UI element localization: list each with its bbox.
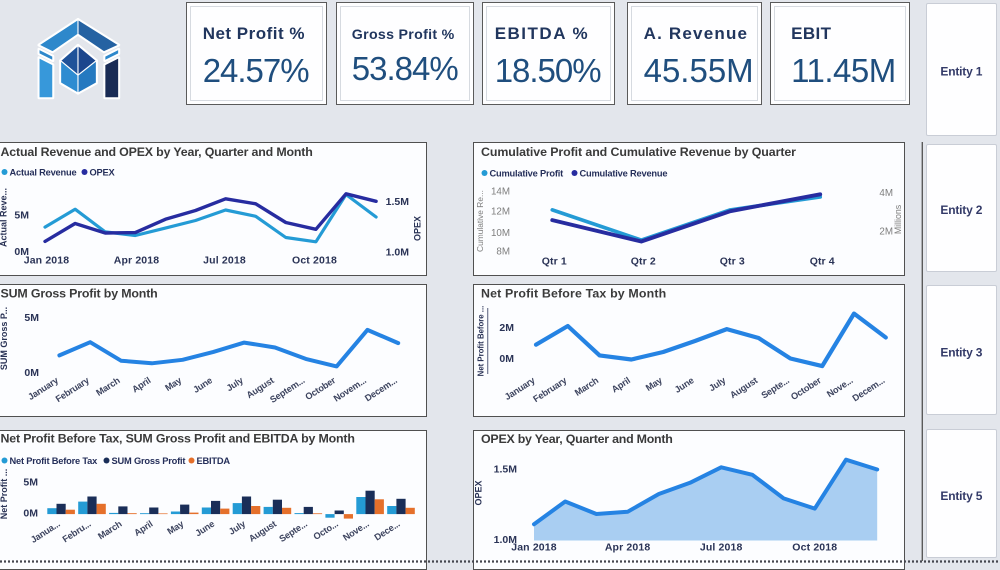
svg-text:April: April xyxy=(132,519,154,538)
svg-text:0M: 0M xyxy=(23,508,38,520)
svg-text:SUM Gross Profit: SUM Gross Profit xyxy=(112,456,186,466)
svg-text:1.0M: 1.0M xyxy=(386,246,410,258)
svg-text:Janua...: Janua... xyxy=(29,519,62,545)
svg-text:Jul 2018: Jul 2018 xyxy=(700,542,743,554)
svg-text:Jan 2018: Jan 2018 xyxy=(24,255,70,267)
svg-text:5M: 5M xyxy=(24,312,39,324)
svg-text:February: February xyxy=(54,375,92,405)
svg-text:14M: 14M xyxy=(491,187,510,198)
svg-text:Actual Revenue and OPEX by Yea: Actual Revenue and OPEX by Year, Quarter… xyxy=(1,145,313,159)
svg-text:Net Profit Before Tax, SUM Gro: Net Profit Before Tax, SUM Gross Profit … xyxy=(1,432,355,446)
svg-text:Septe...: Septe... xyxy=(759,375,791,400)
svg-text:12M: 12M xyxy=(491,207,510,218)
svg-text:1.5M: 1.5M xyxy=(386,196,410,208)
svg-text:2M: 2M xyxy=(499,322,514,334)
svg-text:Entity 1: Entity 1 xyxy=(940,65,982,79)
svg-text:Qtr 4: Qtr 4 xyxy=(810,255,835,267)
svg-text:June: June xyxy=(193,519,216,539)
svg-text:2M: 2M xyxy=(879,227,893,238)
svg-text:Entity 3: Entity 3 xyxy=(940,345,982,359)
svg-text:24.57%: 24.57% xyxy=(203,52,310,89)
svg-text:Millions: Millions xyxy=(893,204,903,234)
svg-text:May: May xyxy=(163,375,184,393)
svg-text:5M: 5M xyxy=(14,210,29,222)
svg-text:Cumulative Profit: Cumulative Profit xyxy=(490,169,564,179)
svg-text:Net Profit Before Tax: Net Profit Before Tax xyxy=(10,456,99,466)
svg-text:SUM Gross Profit by Month: SUM Gross Profit by Month xyxy=(1,287,158,301)
svg-text:45.55M: 45.55M xyxy=(644,52,754,89)
svg-text:10M: 10M xyxy=(491,228,510,239)
svg-text:Decem...: Decem... xyxy=(363,375,399,403)
svg-text:Decem...: Decem... xyxy=(851,375,887,403)
svg-text:Apr 2018: Apr 2018 xyxy=(114,255,160,267)
svg-text:0M: 0M xyxy=(14,246,29,258)
svg-text:Qtr 2: Qtr 2 xyxy=(631,255,656,267)
svg-text:Novem...: Novem... xyxy=(332,375,368,403)
svg-text:July: July xyxy=(225,375,246,394)
svg-text:Nove...: Nove... xyxy=(341,519,371,543)
svg-text:Cumulative Revenue: Cumulative Revenue xyxy=(580,169,668,179)
svg-text:Entity 2: Entity 2 xyxy=(940,203,982,217)
svg-text:March: March xyxy=(94,375,122,398)
svg-text:Gross Profit %: Gross Profit % xyxy=(352,27,455,43)
svg-text:11.45M: 11.45M xyxy=(791,52,896,89)
svg-text:Dece...: Dece... xyxy=(372,519,401,543)
svg-text:EBIT: EBIT xyxy=(791,24,832,43)
svg-text:April: April xyxy=(610,375,632,394)
svg-text:Actual Reve...: Actual Reve... xyxy=(0,188,9,247)
svg-text:August: August xyxy=(247,519,278,544)
svg-text:Septem...: Septem... xyxy=(268,375,306,405)
svg-text:0M: 0M xyxy=(499,353,514,365)
svg-text:May: May xyxy=(644,375,665,393)
svg-text:Actual Revenue: Actual Revenue xyxy=(10,168,77,178)
svg-text:July: July xyxy=(227,518,248,537)
svg-text:Net Profit Before ...: Net Profit Before ... xyxy=(477,306,486,377)
svg-text:Oct 2018: Oct 2018 xyxy=(792,542,837,554)
svg-text:March: March xyxy=(96,518,124,541)
svg-text:Cumulative Re...: Cumulative Re... xyxy=(475,190,485,252)
svg-text:Qtr 1: Qtr 1 xyxy=(542,255,567,267)
svg-text:Net Profit Before Tax by Month: Net Profit Before Tax by Month xyxy=(481,287,666,301)
svg-text:Octo...: Octo... xyxy=(312,519,340,542)
svg-text:Apr 2018: Apr 2018 xyxy=(605,542,651,554)
svg-text:Entity 5: Entity 5 xyxy=(940,489,982,503)
svg-text:October: October xyxy=(789,375,823,402)
svg-text:Febru...: Febru... xyxy=(61,519,93,545)
svg-text:53.84%: 53.84% xyxy=(352,50,459,87)
svg-text:OPEX: OPEX xyxy=(474,480,484,505)
svg-text:Net Profit ...: Net Profit ... xyxy=(0,469,9,520)
svg-text:EBITDA %: EBITDA % xyxy=(495,24,590,43)
svg-text:SUM Gross P...: SUM Gross P... xyxy=(0,307,9,370)
svg-text:OPEX by Year, Quarter and Mont: OPEX by Year, Quarter and Month xyxy=(481,432,673,446)
svg-text:June: June xyxy=(673,375,696,395)
svg-text:March: March xyxy=(573,375,601,398)
svg-text:Jan 2018: Jan 2018 xyxy=(511,542,557,554)
svg-text:June: June xyxy=(191,375,214,395)
svg-text:July: July xyxy=(707,375,728,394)
svg-text:Septe...: Septe... xyxy=(277,519,309,544)
svg-text:1.5M: 1.5M xyxy=(494,464,518,476)
svg-text:A. Revenue: A. Revenue xyxy=(644,24,749,43)
svg-text:Jul 2018: Jul 2018 xyxy=(203,255,246,267)
svg-text:Oct 2018: Oct 2018 xyxy=(292,255,337,267)
svg-text:OPEX: OPEX xyxy=(90,168,116,178)
svg-text:1.0M: 1.0M xyxy=(494,534,518,546)
svg-text:Net Profit %: Net Profit % xyxy=(203,24,305,43)
svg-text:Qtr 3: Qtr 3 xyxy=(720,255,745,267)
svg-text:8M: 8M xyxy=(496,247,510,258)
svg-text:18.50%: 18.50% xyxy=(495,52,602,89)
svg-text:August: August xyxy=(728,375,759,400)
svg-text:February: February xyxy=(531,375,569,405)
svg-text:EBITDA: EBITDA xyxy=(197,456,231,466)
svg-text:April: April xyxy=(130,375,152,394)
svg-text:0M: 0M xyxy=(24,367,39,379)
svg-text:May: May xyxy=(165,518,186,536)
svg-text:5M: 5M xyxy=(23,477,38,489)
svg-text:Cumulative Profit and Cumulati: Cumulative Profit and Cumulative Revenue… xyxy=(481,145,796,159)
svg-text:4M: 4M xyxy=(879,188,893,199)
svg-text:OPEX: OPEX xyxy=(413,216,423,241)
